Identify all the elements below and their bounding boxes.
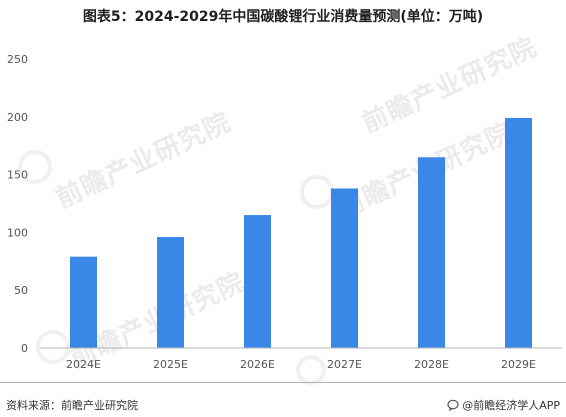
y-axis: 0 50 100 150 200 250: [7, 53, 28, 355]
y-tick-label: 250: [7, 53, 28, 66]
y-tick-label: 50: [14, 284, 28, 297]
bar-2026E: [244, 215, 271, 348]
y-tick-label: 200: [7, 111, 28, 124]
footer: 资料来源：前瞻产业研究院 @前瞻经济学人APP: [0, 382, 566, 417]
bar-2027E: [331, 188, 358, 348]
x-tick-label: 2024E: [66, 358, 101, 371]
source-note: 资料来源：前瞻产业研究院: [6, 399, 138, 412]
bars: [70, 117, 532, 349]
x-axis: 2024E 2025E 2026E 2027E 2028E 2029E: [66, 358, 536, 371]
chat-bubble-icon: [447, 399, 459, 411]
bar-2029E: [505, 117, 532, 349]
bar-2028E: [418, 157, 445, 348]
x-tick-label: 2025E: [153, 358, 188, 371]
bar-2024E: [70, 256, 97, 348]
x-tick-label: 2026E: [240, 358, 275, 371]
y-tick-label: 150: [7, 169, 28, 182]
chart-title: 图表5：2024-2029年中国碳酸锂行业消费量预测(单位：万吨): [82, 9, 484, 25]
bar-2025E: [157, 237, 184, 348]
brand-label: @前瞻经济学人APP: [462, 399, 560, 412]
x-tick-label: 2028E: [414, 358, 449, 371]
y-tick-label: 0: [21, 342, 28, 355]
brand: @前瞻经济学人APP: [447, 397, 560, 413]
x-tick-label: 2027E: [327, 358, 362, 371]
y-tick-label: 100: [7, 226, 28, 239]
x-tick-label: 2029E: [501, 358, 536, 371]
